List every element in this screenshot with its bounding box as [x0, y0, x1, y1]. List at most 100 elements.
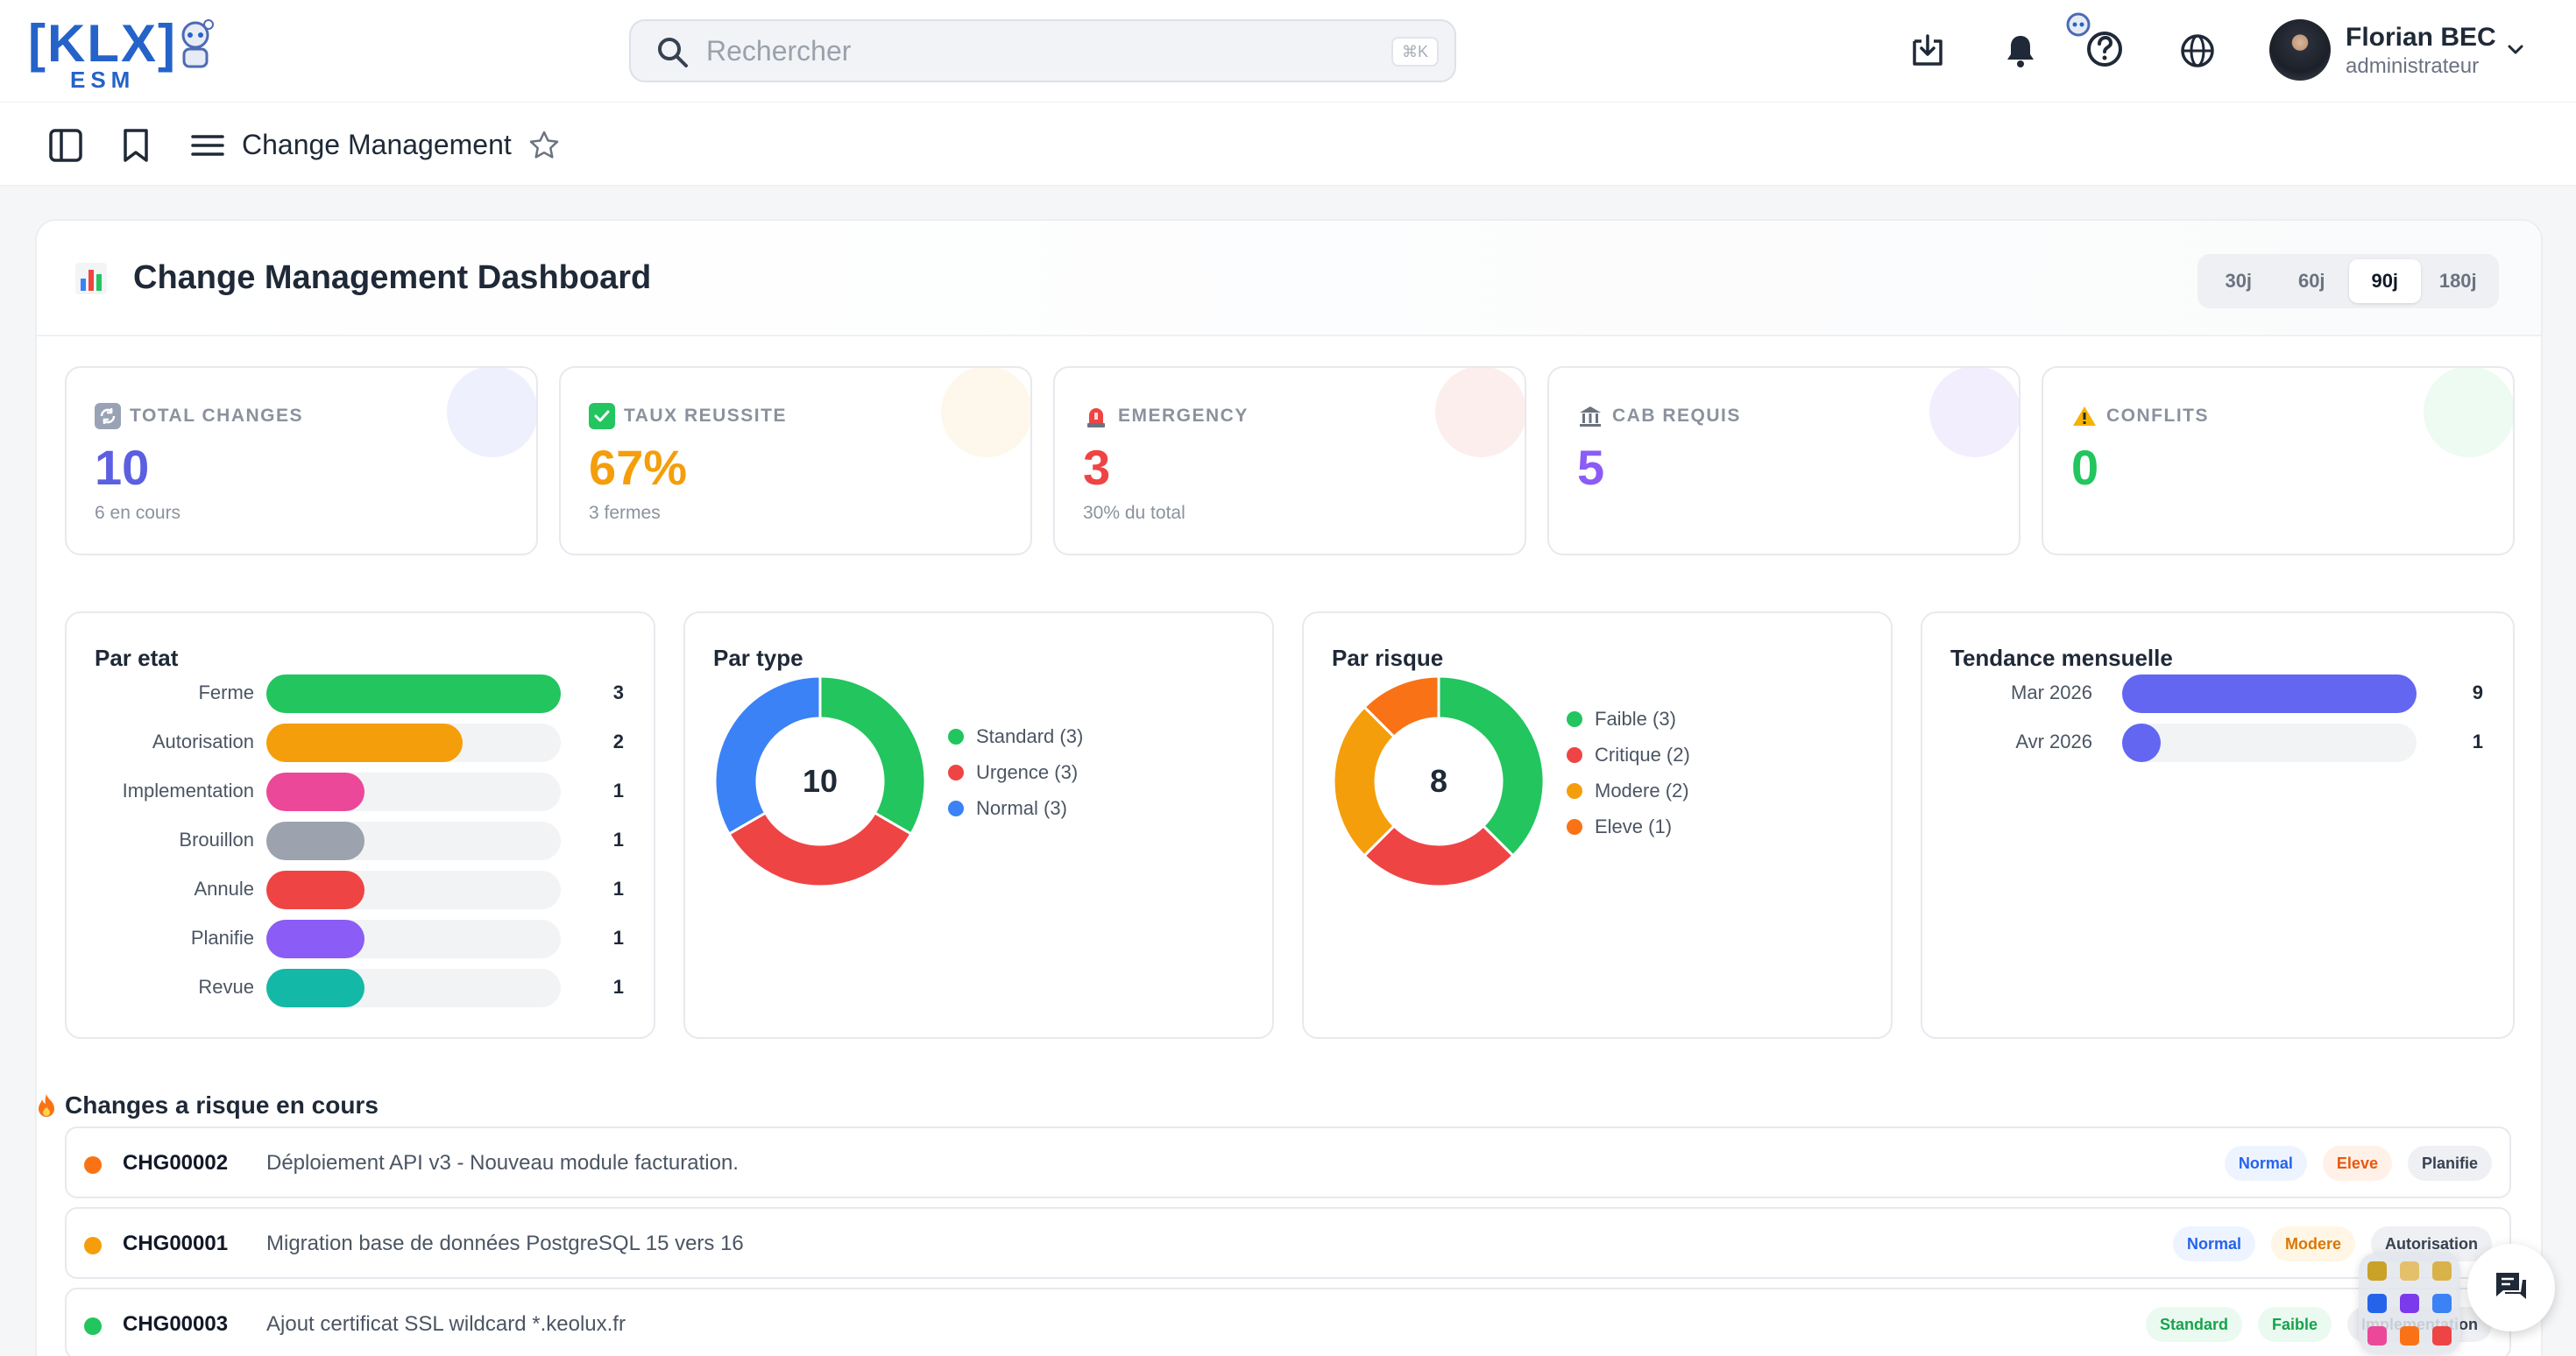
dashboard-header: Change Management Dashboard 30j 60j 90j … [37, 221, 2541, 336]
app-launcher[interactable] [2359, 1253, 2460, 1354]
bar-value: 1 [612, 829, 624, 851]
search-icon [658, 38, 688, 67]
kpi-label: CONFLITS [2106, 406, 2209, 426]
legend-item: Modere (2) [1567, 773, 1690, 809]
bar [266, 674, 561, 713]
status-dot [84, 1317, 102, 1335]
panel-title: Par type [713, 645, 803, 671]
donut-slice [818, 674, 927, 837]
app-icon[interactable] [2432, 1326, 2452, 1345]
legend-swatch [1567, 818, 1582, 835]
bar-label: Ferme [198, 682, 254, 703]
bar-row: Revue 1 [67, 969, 654, 1007]
chart-icon [75, 263, 107, 294]
donut-slice [1362, 823, 1515, 888]
app-icon[interactable] [2400, 1261, 2419, 1281]
kpi-value: 0 [2071, 440, 2099, 495]
bar-label: Revue [198, 976, 254, 998]
download-icon[interactable] [1903, 26, 1952, 75]
bar-value: 2 [612, 731, 624, 752]
bar-value: 1 [612, 780, 624, 802]
chat-button[interactable] [2467, 1244, 2555, 1331]
table-row[interactable]: CHG00003 Ajout certificat SSL wildcard *.… [65, 1288, 2511, 1356]
bar [266, 822, 364, 860]
panel-tendance: Tendance mensuelle Mar 2026 9 Avr 2026 1 [1921, 611, 2515, 1039]
kpi-emergency[interactable]: EMERGENCY 3 30% du total [1053, 366, 1526, 555]
change-id[interactable]: CHG00003 [123, 1312, 229, 1336]
kpi-value: 10 [95, 440, 150, 495]
legend-item: Faible (3) [1567, 701, 1690, 737]
search-box[interactable]: ⌘K [629, 19, 1456, 82]
app-icon[interactable] [2400, 1294, 2419, 1313]
kpi-total-changes[interactable]: TOTAL CHANGES 10 6 en cours [65, 366, 538, 555]
legend-swatch [948, 764, 964, 780]
legend-swatch [948, 800, 964, 816]
period-60j[interactable]: 60j [2297, 270, 2325, 292]
legend-swatch [1567, 710, 1582, 727]
search-input[interactable] [706, 33, 1337, 68]
donut-slice [727, 810, 913, 888]
globe-icon[interactable] [2173, 26, 2222, 75]
bar [2122, 674, 2417, 713]
change-id[interactable]: CHG00002 [123, 1151, 229, 1175]
app-icon[interactable] [2432, 1261, 2452, 1281]
kpi-sub: 30% du total [1083, 503, 1185, 523]
risk-section-label: Changes a risque en cours [65, 1091, 379, 1119]
bar-track [266, 674, 561, 713]
bar-track [266, 724, 561, 762]
siren-icon [1083, 403, 1109, 429]
status-dot [84, 1237, 102, 1254]
help-icon[interactable] [2059, 9, 2129, 75]
sidebar-toggle-icon[interactable] [44, 124, 88, 167]
chevron-down-icon[interactable] [2504, 39, 2527, 61]
legend-item: Critique (2) [1567, 737, 1690, 773]
risk-donut-chart: 8 [1332, 674, 1546, 888]
kpi-sub: 6 en cours [95, 503, 181, 523]
change-tags: Normal Eleve Planifie [2224, 1146, 2492, 1181]
bar-label: Avr 2026 [2015, 731, 2092, 752]
user-name[interactable]: Florian BEC [2346, 23, 2496, 52]
chat-icon [2496, 1273, 2526, 1299]
table-row[interactable]: CHG00001 Migration base de données Postgr… [65, 1207, 2511, 1279]
change-id[interactable]: CHG00001 [123, 1232, 229, 1255]
app-icon[interactable] [2367, 1261, 2387, 1281]
bar-row: Autorisation 2 [67, 724, 654, 762]
bar [266, 969, 364, 1007]
bookmark-icon[interactable] [114, 124, 158, 167]
donut-center-label: 10 [803, 763, 838, 799]
legend-swatch [948, 728, 964, 745]
kpi-conflits[interactable]: CONFLITS 0 [2042, 366, 2515, 555]
avatar[interactable] [2269, 19, 2331, 81]
type-donut-chart: 10 [713, 674, 927, 888]
period-90j[interactable]: 90j [2349, 259, 2421, 303]
app-icon[interactable] [2367, 1326, 2387, 1345]
warning-icon [2071, 403, 2098, 429]
bell-icon[interactable] [1996, 26, 2045, 75]
legend-swatch [1567, 746, 1582, 763]
period-30j[interactable]: 30j [2225, 270, 2253, 292]
bar-track [266, 871, 561, 909]
period-180j[interactable]: 180j [2438, 270, 2477, 292]
table-row[interactable]: CHG00002 Déploiement API v3 - Nouveau mod… [65, 1126, 2511, 1198]
logo[interactable]: [KLX] ESM [28, 16, 221, 93]
app-icon[interactable] [2400, 1326, 2419, 1345]
bar-track [266, 920, 561, 958]
panel-par-risque: Par risque 8 Faible (3) Critique (2) Moder… [1302, 611, 1893, 1039]
status-badge: Eleve [2322, 1146, 2392, 1181]
bar-row: Avr 2026 1 [1922, 724, 2513, 762]
bar-track [2122, 724, 2417, 762]
star-icon[interactable] [522, 124, 566, 167]
kpi-cab-requis[interactable]: CAB REQUIS 5 [1547, 366, 2020, 555]
logo-subtext: ESM [70, 67, 136, 93]
bar-track [266, 969, 561, 1007]
kpi-value: 3 [1083, 440, 1111, 495]
donut-slice [1332, 705, 1397, 858]
menu-icon[interactable] [186, 124, 230, 167]
kpi-decoration [941, 368, 1030, 457]
bar [266, 920, 364, 958]
app-icon[interactable] [2367, 1294, 2387, 1313]
kpi-taux-reussite[interactable]: TAUX REUSSITE 67% 3 fermes [559, 366, 1032, 555]
app-icon[interactable] [2432, 1294, 2452, 1313]
bar-label: Autorisation [152, 731, 254, 752]
type-legend: Standard (3) Urgence (3) Normal (3) [948, 718, 1083, 826]
